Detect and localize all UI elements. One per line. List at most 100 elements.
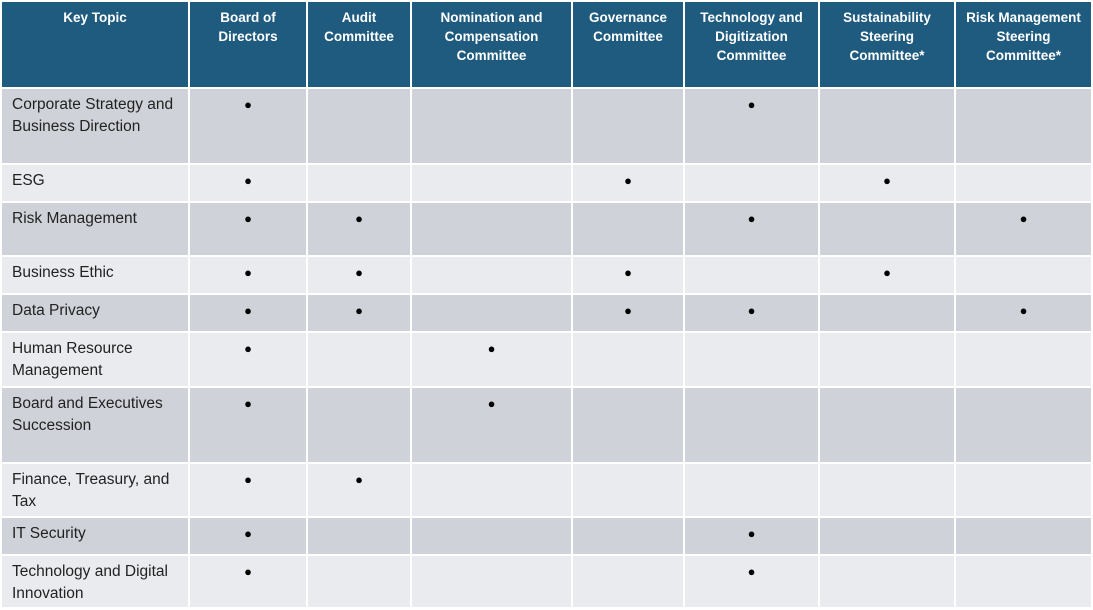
bullet-cell: ● — [954, 293, 1093, 333]
empty-cell — [410, 201, 573, 257]
empty-cell — [571, 201, 685, 257]
empty-cell — [410, 462, 573, 518]
empty-cell — [306, 516, 412, 556]
empty-cell — [683, 255, 820, 295]
empty-cell — [818, 293, 956, 333]
table-row: Technology and Digital Innovation ● ● — [0, 554, 1093, 609]
bullet-cell: ● — [683, 554, 820, 609]
bullet-cell: ● — [188, 201, 308, 257]
bullet-cell: ● — [306, 255, 412, 295]
header-cell: Risk Management Steering Committee* — [954, 0, 1093, 89]
empty-cell — [410, 163, 573, 203]
empty-cell — [818, 554, 956, 609]
empty-cell — [410, 87, 573, 165]
empty-cell — [571, 516, 685, 556]
table-row: Risk Management ● ● ● ● — [0, 201, 1093, 257]
table-row: Business Ethic ● ● ● ● — [0, 255, 1093, 295]
empty-cell — [571, 386, 685, 464]
bullet-cell: ● — [188, 163, 308, 203]
table-row: ESG ● ● ● — [0, 163, 1093, 203]
topic-cell: IT Security — [0, 516, 190, 556]
bullet-cell: ● — [571, 293, 685, 333]
empty-cell — [954, 331, 1093, 388]
table-body: Corporate Strategy and Business Directio… — [0, 87, 1093, 609]
empty-cell — [306, 331, 412, 388]
empty-cell — [954, 255, 1093, 295]
bullet-cell: ● — [188, 331, 308, 388]
table-row: Data Privacy ● ● ● ● ● — [0, 293, 1093, 333]
topic-cell: Finance, Treasury, and Tax — [0, 462, 190, 518]
empty-cell — [818, 516, 956, 556]
empty-cell — [571, 462, 685, 518]
empty-cell — [954, 516, 1093, 556]
empty-cell — [683, 386, 820, 464]
header-cell: Nomination and Compensation Committee — [410, 0, 573, 89]
header-cell: Sustainability Steering Committee* — [818, 0, 956, 89]
bullet-cell: ● — [571, 163, 685, 203]
empty-cell — [683, 462, 820, 518]
bullet-cell: ● — [410, 331, 573, 388]
bullet-cell: ● — [188, 386, 308, 464]
empty-cell — [571, 554, 685, 609]
bullet-cell: ● — [410, 386, 573, 464]
empty-cell — [818, 386, 956, 464]
bullet-cell: ● — [188, 554, 308, 609]
topic-cell: Business Ethic — [0, 255, 190, 295]
bullet-cell: ● — [188, 293, 308, 333]
bullet-cell: ● — [954, 201, 1093, 257]
topic-cell: ESG — [0, 163, 190, 203]
bullet-cell: ● — [683, 201, 820, 257]
empty-cell — [683, 163, 820, 203]
empty-cell — [683, 331, 820, 388]
topic-cell: Corporate Strategy and Business Directio… — [0, 87, 190, 165]
header-cell: Governance Committee — [571, 0, 685, 89]
topic-cell: Human Resource Management — [0, 331, 190, 388]
empty-cell — [306, 554, 412, 609]
bullet-cell: ● — [683, 87, 820, 165]
bullet-cell: ● — [306, 462, 412, 518]
empty-cell — [306, 386, 412, 464]
empty-cell — [954, 462, 1093, 518]
bullet-cell: ● — [818, 163, 956, 203]
topic-cell: Data Privacy — [0, 293, 190, 333]
empty-cell — [410, 293, 573, 333]
header-cell: Technology and Digitization Committee — [683, 0, 820, 89]
empty-cell — [410, 516, 573, 556]
empty-cell — [954, 386, 1093, 464]
bullet-cell: ● — [683, 516, 820, 556]
bullet-cell: ● — [188, 462, 308, 518]
empty-cell — [818, 331, 956, 388]
bullet-cell: ● — [188, 87, 308, 165]
topic-cell: Board and Executives Succession — [0, 386, 190, 464]
empty-cell — [410, 554, 573, 609]
empty-cell — [818, 201, 956, 257]
bullet-cell: ● — [571, 255, 685, 295]
empty-cell — [954, 554, 1093, 609]
bullet-cell: ● — [306, 201, 412, 257]
empty-cell — [954, 87, 1093, 165]
header-cell: Key Topic — [0, 0, 190, 89]
bullet-cell: ● — [188, 516, 308, 556]
empty-cell — [818, 462, 956, 518]
table-row: Board and Executives Succession ● ● — [0, 386, 1093, 464]
empty-cell — [571, 87, 685, 165]
header-row: Key Topic Board of Directors Audit Committ… — [0, 0, 1093, 89]
empty-cell — [818, 87, 956, 165]
bullet-cell: ● — [306, 293, 412, 333]
empty-cell — [306, 87, 412, 165]
bullet-cell: ● — [818, 255, 956, 295]
header-cell: Board of Directors — [188, 0, 308, 89]
table-row: Finance, Treasury, and Tax ● ● — [0, 462, 1093, 518]
bullet-cell: ● — [188, 255, 308, 295]
table-row: Human Resource Management ● ● — [0, 331, 1093, 388]
empty-cell — [571, 331, 685, 388]
empty-cell — [410, 255, 573, 295]
topic-cell: Technology and Digital Innovation — [0, 554, 190, 609]
table-row: Corporate Strategy and Business Directio… — [0, 87, 1093, 165]
topic-cell: Risk Management — [0, 201, 190, 257]
table-row: IT Security ● ● — [0, 516, 1093, 556]
empty-cell — [954, 163, 1093, 203]
header-cell: Audit Committee — [306, 0, 412, 89]
